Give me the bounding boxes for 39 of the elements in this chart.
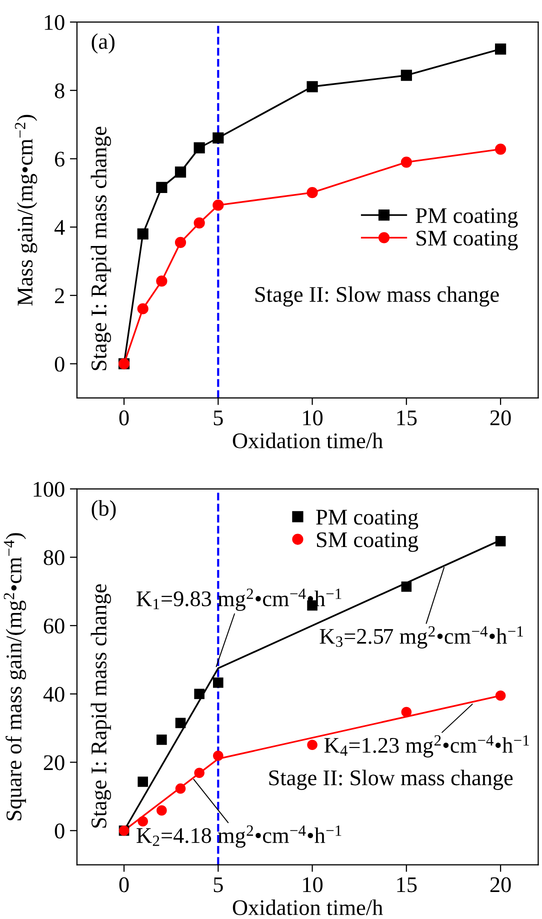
y-tick-label: 100 — [34, 482, 64, 497]
y-tick-label: 10 — [44, 14, 64, 30]
x-axis-title: Oxidation time/h — [232, 900, 383, 916]
x-tick-label: 0 — [119, 877, 129, 892]
y-tick-label: 80 — [44, 550, 64, 566]
x-tick-label: 10 — [303, 410, 323, 426]
annotation: Stage II: Slow mass change — [255, 286, 499, 307]
x-tick-label: 20 — [490, 877, 511, 892]
legend-label: SM coating — [416, 230, 518, 250]
y-tick-label: 2 — [55, 288, 64, 304]
x-tick-label: 15 — [397, 410, 417, 426]
y-tick-label: 6 — [55, 152, 64, 167]
x-tick-label: 5 — [214, 410, 223, 426]
annotation: K$_{3}$=2.57 mg$^{2}$•cm$^{−4}$•h$^{−1}$ — [320, 626, 523, 648]
legend-label: PM coating — [316, 510, 418, 530]
x-tick-label: 0 — [119, 410, 129, 426]
y-axis-title: Mass gain/(mg•cm$^{−2}$) — [14, 114, 38, 306]
legend-label: SM coating — [316, 532, 418, 552]
legend-label: PM coating — [416, 208, 518, 228]
annotation: K$_{4}$=1.23 mg$^{2}$•cm$^{−4}$•h$^{−1}$ — [324, 735, 529, 758]
annotation: Stage I: Rapid mass change — [90, 584, 112, 828]
chart-title: (b) — [92, 500, 116, 520]
x-axis-title: Oxidation time/h — [232, 432, 383, 448]
y-tick-label: 0 — [54, 824, 64, 839]
y-tick-label: 60 — [44, 618, 64, 634]
y-axis-title: Square of mass gain/(mg$^{2}$•cm$^{−4}$) — [4, 533, 26, 820]
annotation: Stage I: Rapid mass change — [90, 126, 112, 370]
y-tick-label: 40 — [43, 686, 64, 702]
y-tick-label: 0 — [54, 356, 64, 372]
x-tick-label: 15 — [397, 877, 417, 892]
x-tick-label: 10 — [303, 877, 323, 892]
x-tick-label: 20 — [490, 410, 511, 426]
y-tick-label: 20 — [44, 755, 64, 770]
y-tick-label: 8 — [54, 83, 64, 98]
annotation: Stage II: Slow mass change — [269, 770, 513, 790]
y-tick-label: 4 — [54, 220, 65, 235]
x-tick-label: 5 — [214, 877, 223, 892]
chart-title: (a) — [92, 33, 114, 54]
annotation: K$_{2}$=4.18 mg$^{2}$•cm$^{−4}$•h$^{−1}$ — [136, 825, 342, 848]
